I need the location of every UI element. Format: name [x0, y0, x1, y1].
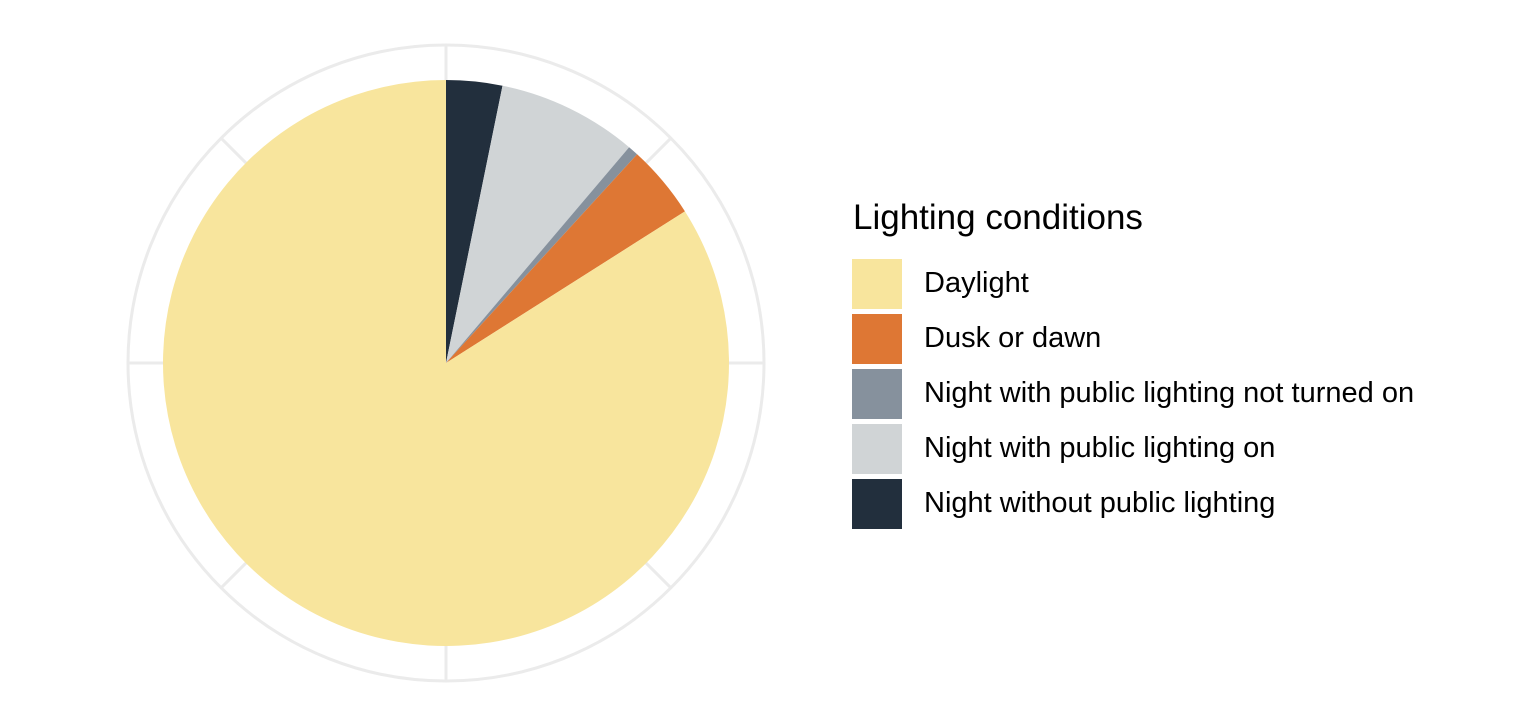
legend-swatch-dusk-or-dawn — [852, 313, 902, 364]
legend-title: Lighting conditions — [853, 198, 1143, 237]
legend-label-night-lighting-not-on: Night with public lighting not turned on — [924, 377, 1415, 409]
legend-swatch-night-lighting-not-on — [852, 368, 902, 419]
legend: Lighting conditions Daylight Dusk or daw… — [852, 196, 1414, 531]
pie-slice-dusk-or-dawn — [446, 154, 685, 363]
legend-item-night-without-lighting: Night without public lighting — [852, 476, 1414, 531]
pie-slices — [163, 80, 730, 646]
legend-item-daylight: Daylight — [852, 256, 1414, 311]
legend-swatch-night-without-lighting — [852, 478, 902, 529]
pie-slice-night-without-public-lighting — [446, 80, 503, 363]
legend-label-dusk-or-dawn: Dusk or dawn — [924, 322, 1102, 354]
legend-swatch-daylight — [852, 258, 902, 309]
legend-label-night-lighting-on: Night with public lighting on — [924, 432, 1276, 464]
legend-item-night-lighting-on: Night with public lighting on — [852, 421, 1414, 476]
legend-label-night-without-lighting: Night without public lighting — [924, 487, 1276, 519]
legend-label-daylight: Daylight — [924, 267, 1029, 299]
legend-swatch-night-lighting-on — [852, 423, 902, 474]
legend-item-dusk-or-dawn: Dusk or dawn — [852, 311, 1414, 366]
pie-slice-night-with-public-lighting-not-turned-on — [446, 147, 638, 363]
pie-slice-night-with-public-lighting-on — [446, 85, 630, 363]
legend-item-night-lighting-not-on: Night with public lighting not turned on — [852, 366, 1414, 421]
pie-slice-daylight — [163, 80, 730, 646]
